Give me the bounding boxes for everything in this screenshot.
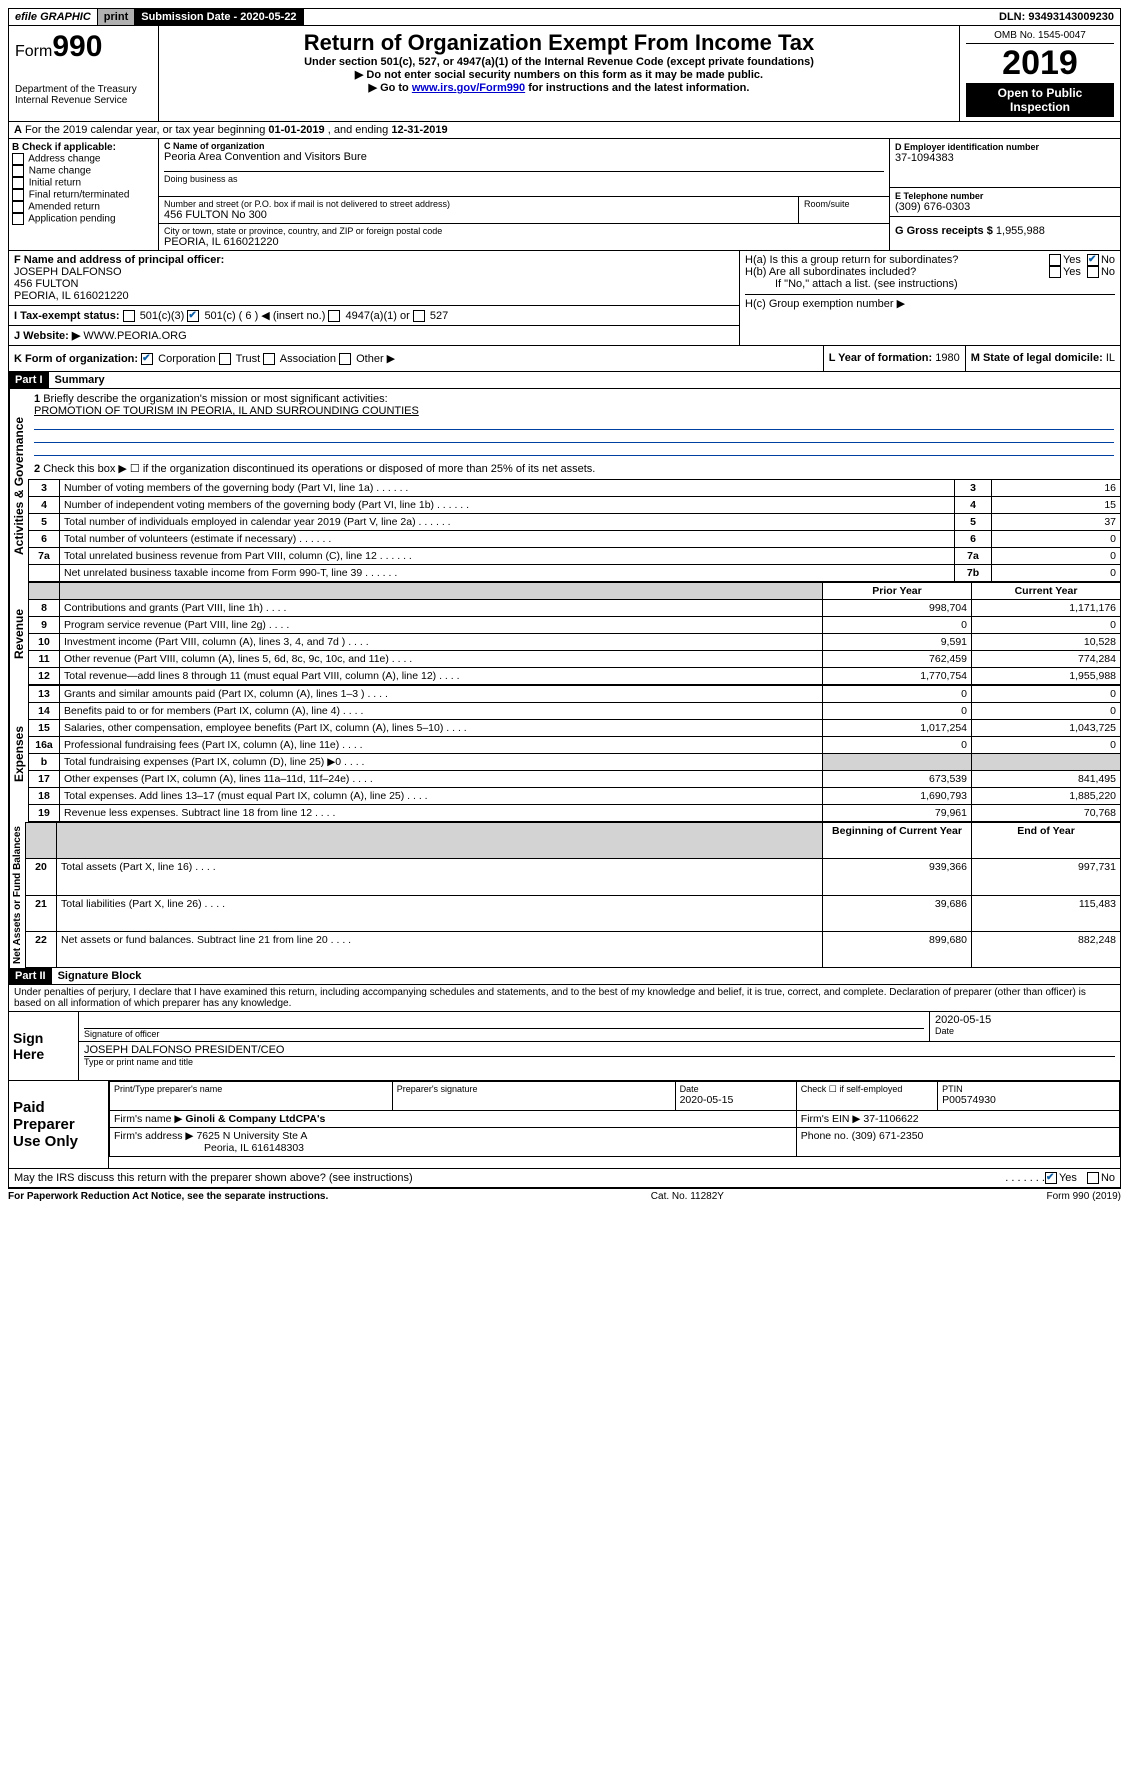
- 501c3-checkbox[interactable]: [123, 310, 135, 322]
- gross-receipts: 1,955,988: [996, 225, 1045, 237]
- k-opt-2[interactable]: Association: [260, 353, 336, 365]
- 4947-checkbox[interactable]: [328, 310, 340, 322]
- omb-number: OMB No. 1545-0047: [966, 30, 1114, 44]
- k-opt-3[interactable]: Other ▶: [336, 353, 395, 365]
- section-i: I Tax-exempt status: 501(c)(3) 501(c) ( …: [9, 306, 739, 326]
- fh-block: F Name and address of principal officer:…: [8, 251, 1121, 346]
- discuss-row: May the IRS discuss this return with the…: [8, 1169, 1121, 1188]
- entity-block: B Check if applicable: Address change Na…: [8, 139, 1121, 251]
- netassets-table: Beginning of Current YearEnd of Year20To…: [25, 822, 1121, 968]
- ha-yes[interactable]: [1049, 254, 1061, 266]
- irs-link[interactable]: www.irs.gov/Form990: [412, 82, 525, 94]
- expenses-section: Expenses 13Grants and similar amounts pa…: [8, 685, 1121, 822]
- section-f: F Name and address of principal officer:…: [9, 251, 739, 306]
- subtitle-3: ▶ Go to www.irs.gov/Form990 for instruct…: [165, 81, 953, 94]
- line-a: A For the 2019 calendar year, or tax yea…: [8, 122, 1121, 139]
- revenue-section: Revenue Prior YearCurrent Year8Contribut…: [8, 582, 1121, 685]
- checkbox-initial-return[interactable]: Initial return: [12, 177, 155, 189]
- print-button[interactable]: print: [98, 9, 135, 25]
- subtitle-2: ▶ Do not enter social security numbers o…: [165, 68, 953, 81]
- subtitle-1: Under section 501(c), 527, or 4947(a)(1)…: [165, 56, 953, 68]
- submission-date: Submission Date - 2020-05-22: [135, 9, 303, 25]
- governance-table: 3Number of voting members of the governi…: [28, 479, 1121, 582]
- checkbox-name-change[interactable]: Name change: [12, 165, 155, 177]
- declaration: Under penalties of perjury, I declare th…: [8, 985, 1121, 1012]
- k-opt-1[interactable]: Trust: [216, 353, 261, 365]
- expenses-table: 13Grants and similar amounts paid (Part …: [28, 685, 1121, 822]
- checkbox-address-change[interactable]: Address change: [12, 153, 155, 165]
- section-m: M State of legal domicile: IL: [966, 346, 1120, 371]
- top-bar: efile GRAPHIC print Submission Date - 20…: [8, 8, 1121, 26]
- k-opt-0[interactable]: Corporation: [141, 353, 216, 365]
- section-c: C Name of organization Peoria Area Conve…: [159, 139, 890, 250]
- netassets-section: Net Assets or Fund Balances Beginning of…: [8, 822, 1121, 968]
- ha-no[interactable]: [1087, 254, 1099, 266]
- section-deg: D Employer identification number 37-1094…: [890, 139, 1120, 250]
- part1-header: Part I Summary: [8, 372, 1121, 389]
- section-k: K Form of organization: Corporation Trus…: [9, 346, 824, 371]
- preparer-table: Print/Type preparer's name Preparer's si…: [109, 1081, 1120, 1157]
- checkbox-final-return-terminated[interactable]: Final return/terminated: [12, 189, 155, 201]
- ein: 37-1094383: [895, 152, 1115, 164]
- section-j: J Website: ▶ WWW.PEORIA.ORG: [9, 326, 739, 345]
- klm-block: K Form of organization: Corporation Trus…: [8, 346, 1121, 372]
- sign-here-block: Sign Here Signature of officer 2020-05-1…: [8, 1012, 1121, 1081]
- checkbox-application-pending[interactable]: Application pending: [12, 213, 155, 225]
- section-l: L Year of formation: 1980: [824, 346, 966, 371]
- form-number-box: Form990 Department of the Treasury Inter…: [9, 26, 159, 121]
- 501c-checkbox[interactable]: [187, 310, 199, 322]
- governance-section: Activities & Governance 1 Briefly descri…: [8, 389, 1121, 582]
- tax-year: 2019: [966, 44, 1114, 83]
- city-address: PEORIA, IL 616021220: [164, 236, 884, 248]
- hb-no[interactable]: [1087, 266, 1099, 278]
- hb-yes[interactable]: [1049, 266, 1061, 278]
- checkbox-amended-return[interactable]: Amended return: [12, 201, 155, 213]
- section-b: B Check if applicable: Address change Na…: [9, 139, 159, 250]
- 527-checkbox[interactable]: [413, 310, 425, 322]
- form-title: Return of Organization Exempt From Incom…: [165, 30, 953, 56]
- form-header: Form990 Department of the Treasury Inter…: [8, 26, 1121, 122]
- org-name: Peoria Area Convention and Visitors Bure: [164, 151, 884, 163]
- efile-label: efile GRAPHIC: [9, 9, 98, 25]
- footer: For Paperwork Reduction Act Notice, see …: [8, 1188, 1121, 1202]
- part2-header: Part II Signature Block: [8, 968, 1121, 985]
- website: WWW.PEORIA.ORG: [83, 330, 186, 342]
- paid-preparer-block: Paid Preparer Use Only Print/Type prepar…: [8, 1081, 1121, 1169]
- mission-text: PROMOTION OF TOURISM IN PEORIA, IL AND S…: [34, 405, 419, 417]
- open-inspection: Open to Public Inspection: [966, 83, 1114, 117]
- telephone: (309) 676-0303: [895, 201, 1115, 213]
- discuss-no[interactable]: [1087, 1172, 1099, 1184]
- officer-name: JOSEPH DALFONSO PRESIDENT/CEO: [84, 1044, 1115, 1057]
- revenue-table: Prior YearCurrent Year8Contributions and…: [28, 582, 1121, 685]
- dept-label: Department of the Treasury Internal Reve…: [15, 84, 152, 106]
- section-h: H(a) Is this a group return for subordin…: [740, 251, 1120, 345]
- dln: DLN: 93493143009230: [993, 9, 1120, 25]
- title-box: Return of Organization Exempt From Incom…: [159, 26, 960, 121]
- year-box: OMB No. 1545-0047 2019 Open to Public In…: [960, 26, 1120, 121]
- street-address: 456 FULTON No 300: [164, 209, 793, 221]
- discuss-yes[interactable]: [1045, 1172, 1057, 1184]
